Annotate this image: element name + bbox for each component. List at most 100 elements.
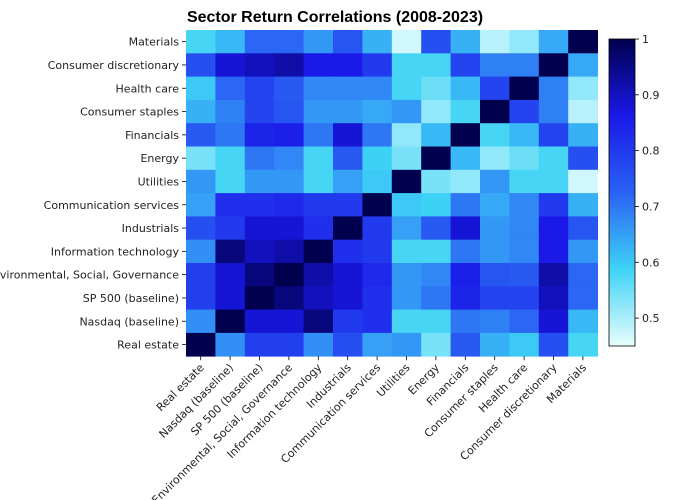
heatmap-cell <box>538 76 569 101</box>
heatmap-cell <box>509 169 540 194</box>
heatmap-cell <box>244 123 275 147</box>
heatmap-cell <box>186 193 216 217</box>
heatmap-cell <box>421 193 451 217</box>
heatmap-cell <box>509 146 540 171</box>
heatmap-cell <box>244 332 275 357</box>
heatmap-cell <box>391 216 422 241</box>
heatmap-cell <box>303 216 334 241</box>
heatmap-cell <box>391 99 422 124</box>
heatmap-cell <box>538 30 569 54</box>
heatmap-cell <box>186 53 216 77</box>
heatmap-cell <box>538 53 569 77</box>
heatmap-cell <box>480 123 510 147</box>
heatmap-cell <box>421 123 451 147</box>
heatmap-cell <box>480 99 510 124</box>
y-tick-label: Environmental, Social, Governance <box>0 269 179 282</box>
y-tick-label: Financials <box>125 129 179 142</box>
heatmap-cell <box>362 332 393 357</box>
heatmap-cell <box>391 169 422 194</box>
y-tick-label: Real estate <box>117 339 179 352</box>
heatmap-cell <box>450 123 481 147</box>
heatmap-cell <box>215 286 246 310</box>
y-tick-label: Consumer discretionary <box>48 59 180 72</box>
heatmap-cell <box>362 99 393 124</box>
heatmap-cell <box>538 169 569 194</box>
heatmap-cell <box>421 332 451 357</box>
heatmap-cell <box>421 53 451 77</box>
heatmap-cells <box>186 30 598 357</box>
heatmap-cell <box>333 76 363 101</box>
heatmap-cell <box>186 286 216 310</box>
heatmap-cell <box>362 30 393 54</box>
heatmap-cell <box>333 30 363 54</box>
heatmap-cell <box>568 239 598 264</box>
heatmap-cell <box>303 146 334 171</box>
heatmap-cell <box>215 123 246 147</box>
heatmap-cell <box>568 216 598 241</box>
heatmap-cell <box>391 30 422 54</box>
heatmap-cell <box>303 99 334 124</box>
heatmap-cell <box>274 263 304 287</box>
heatmap-cell <box>391 332 422 357</box>
y-tick-label: Materials <box>129 36 180 49</box>
heatmap-cell <box>568 53 598 77</box>
colorbar-tick-label: 0.8 <box>642 145 660 158</box>
heatmap-cell <box>450 76 481 101</box>
heatmap-cell <box>538 193 569 217</box>
heatmap-cell <box>333 146 363 171</box>
heatmap-cell <box>362 53 393 77</box>
heatmap-cell <box>450 332 481 357</box>
heatmap-cell <box>274 30 304 54</box>
heatmap-cell <box>333 263 363 287</box>
heatmap-cell <box>362 76 393 101</box>
y-tick-label: Communication services <box>44 199 180 212</box>
heatmap-cell <box>450 309 481 334</box>
heatmap-cell <box>538 99 569 124</box>
heatmap-cell <box>509 239 540 264</box>
heatmap-cell <box>333 216 363 241</box>
heatmap-cell <box>421 146 451 171</box>
heatmap-cell <box>391 193 422 217</box>
heatmap-cell <box>391 76 422 101</box>
heatmap-cell <box>568 76 598 101</box>
heatmap-cell <box>303 123 334 147</box>
heatmap-cell <box>303 169 334 194</box>
heatmap-cell <box>274 239 304 264</box>
heatmap-cell <box>509 286 540 310</box>
heatmap-cell <box>450 53 481 77</box>
heatmap-cell <box>480 263 510 287</box>
heatmap-cell <box>391 53 422 77</box>
y-tick-label: Energy <box>140 152 179 165</box>
heatmap-cell <box>244 99 275 124</box>
heatmap-cell <box>274 216 304 241</box>
heatmap-cell <box>568 30 598 54</box>
heatmap-cell <box>244 216 275 241</box>
heatmap-cell <box>244 53 275 77</box>
heatmap-cell <box>215 309 246 334</box>
heatmap-cell <box>450 239 481 264</box>
y-tick-label: Information technology <box>51 245 180 258</box>
heatmap-cell <box>568 309 598 334</box>
heatmap-cell <box>303 263 334 287</box>
heatmap-cell <box>362 263 393 287</box>
heatmap-cell <box>421 263 451 287</box>
heatmap-cell <box>421 99 451 124</box>
heatmap-cell <box>303 193 334 217</box>
heatmap-cell <box>333 332 363 357</box>
heatmap-cell <box>568 169 598 194</box>
heatmap-cell <box>303 332 334 357</box>
colorbar-tick-label: 0.7 <box>642 200 660 213</box>
heatmap-cell <box>303 30 334 54</box>
chart-title: Sector Return Correlations (2008-2023) <box>187 9 483 26</box>
heatmap-cell <box>421 239 451 264</box>
heatmap-cell <box>450 263 481 287</box>
heatmap-cell <box>480 169 510 194</box>
heatmap-cell <box>274 123 304 147</box>
heatmap-cell <box>186 169 216 194</box>
heatmap-cell <box>333 309 363 334</box>
heatmap-cell <box>509 309 540 334</box>
heatmap-cell <box>244 169 275 194</box>
heatmap-cell <box>303 239 334 264</box>
heatmap-cell <box>303 309 334 334</box>
